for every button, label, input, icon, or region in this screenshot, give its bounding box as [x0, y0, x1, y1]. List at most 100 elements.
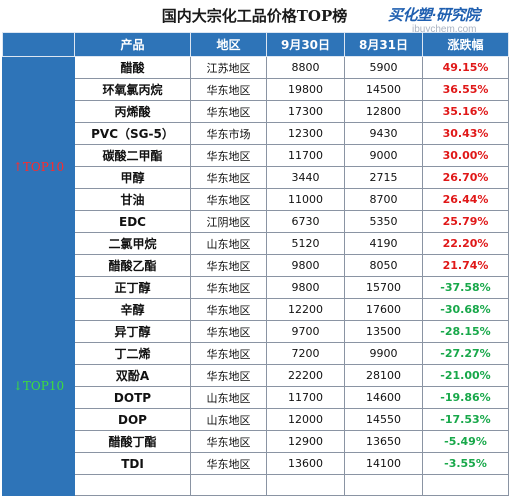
table-row [3, 474, 509, 496]
brand-logo: 买化塑·研究院 [388, 7, 480, 24]
sep30-price-cell: 12900 [266, 430, 345, 453]
region-cell: 华东地区 [190, 276, 267, 299]
change-cell: -21.00% [422, 364, 509, 387]
region-cell: 华东地区 [190, 144, 267, 167]
sep30-price-cell [266, 474, 345, 496]
product-cell: 醋酸乙酯 [74, 254, 191, 277]
header-aug31: 8月31日 [344, 32, 423, 57]
header-change: 涨跌幅 [422, 32, 509, 57]
table-row: 丁二烯 华东地区 7200 9900 -27.27% [3, 342, 509, 365]
change-cell: 30.43% [422, 122, 509, 145]
product-cell: DOTP [74, 386, 191, 409]
sep30-price-cell: 11700 [266, 144, 345, 167]
product-cell: 双酚A [74, 364, 191, 387]
product-cell: 环氧氯丙烷 [74, 78, 191, 101]
table-row: ↑TOP10 醋酸 江苏地区 8800 5900 49.15% [2, 56, 509, 277]
change-cell: -19.86% [422, 386, 509, 409]
region-cell: 华东地区 [190, 166, 267, 189]
region-cell: 华东地区 [190, 188, 267, 211]
change-cell: 36.55% [422, 78, 509, 101]
table-row: 甲醇 华东地区 3440 2715 26.70% [3, 166, 509, 189]
region-cell: 江阴地区 [190, 210, 267, 233]
region-cell: 华东地区 [190, 430, 267, 453]
header-product: 产品 [74, 32, 191, 57]
product-cell: 甲醇 [74, 166, 191, 189]
sep30-price-cell: 12200 [266, 298, 345, 321]
region-cell: 华东地区 [190, 78, 267, 101]
aug31-price-cell: 14600 [344, 386, 423, 409]
aug31-price-cell: 9000 [344, 144, 423, 167]
aug31-price-cell: 12800 [344, 100, 423, 123]
sep30-price-cell: 12300 [266, 122, 345, 145]
product-cell: 正丁醇 [74, 276, 191, 299]
table-row: 双酚A 华东地区 22200 28100 -21.00% [3, 364, 509, 387]
sep30-price-cell: 5120 [266, 232, 345, 255]
region-cell: 华东市场 [190, 122, 267, 145]
change-cell [422, 474, 509, 496]
region-cell: 华东地区 [190, 452, 267, 475]
change-cell: -5.49% [422, 430, 509, 453]
table-row: 辛醇 华东地区 12200 17600 -30.68% [3, 298, 509, 321]
region-cell: 华东地区 [190, 254, 267, 277]
change-cell: 21.74% [422, 254, 509, 277]
change-cell: -17.53% [422, 408, 509, 431]
table-row: EDC 江阴地区 6730 5350 25.79% [3, 210, 509, 233]
sep30-price-cell: 13600 [266, 452, 345, 475]
change-cell: 22.20% [422, 232, 509, 255]
group-label-down: ↓TOP10 [2, 276, 75, 496]
product-cell: 异丁醇 [74, 320, 191, 343]
table-row: 甘油 华东地区 11000 8700 26.44% [3, 188, 509, 211]
price-table: 产品 地区 9月30日 8月31日 涨跌幅 ↑TOP10 醋酸 江苏地区 8800 59… [2, 32, 509, 496]
aug31-price-cell: 8050 [344, 254, 423, 277]
product-cell: 甘油 [74, 188, 191, 211]
product-cell: PVC（SG-5） [74, 122, 191, 145]
aug31-price-cell: 17600 [344, 298, 423, 321]
table-row: 丙烯酸 华东地区 17300 12800 35.16% [3, 100, 509, 123]
change-cell: 26.44% [422, 188, 509, 211]
table-row: PVC（SG-5） 华东市场 12300 9430 30.43% [3, 122, 509, 145]
change-cell: -28.15% [422, 320, 509, 343]
table-body: ↑TOP10 醋酸 江苏地区 8800 5900 49.15% 环氧氯丙烷 华东地区 19800… [2, 56, 509, 496]
product-cell: 碳酸二甲酯 [74, 144, 191, 167]
table-row: 醋酸乙酯 华东地区 9800 8050 21.74% [3, 254, 509, 277]
header-sep30: 9月30日 [266, 32, 345, 57]
aug31-price-cell: 5900 [344, 56, 423, 79]
product-cell: 醋酸丁酯 [74, 430, 191, 453]
product-cell: 丙烯酸 [74, 100, 191, 123]
sep30-price-cell: 3440 [266, 166, 345, 189]
region-cell: 华东地区 [190, 100, 267, 123]
aug31-price-cell: 15700 [344, 276, 423, 299]
table-row: 环氧氯丙烷 华东地区 19800 14500 36.55% [3, 78, 509, 101]
sep30-price-cell: 9700 [266, 320, 345, 343]
table-row: 异丁醇 华东地区 9700 13500 -28.15% [3, 320, 509, 343]
aug31-price-cell: 14100 [344, 452, 423, 475]
aug31-price-cell: 13650 [344, 430, 423, 453]
aug31-price-cell: 2715 [344, 166, 423, 189]
table-row: 二氯甲烷 山东地区 5120 4190 22.20% [3, 232, 509, 255]
sep30-price-cell: 6730 [266, 210, 345, 233]
change-cell: -37.58% [422, 276, 509, 299]
region-cell: 华东地区 [190, 342, 267, 365]
header-region: 地区 [190, 32, 267, 57]
sep30-price-cell: 8800 [266, 56, 345, 79]
region-cell: 山东地区 [190, 408, 267, 431]
aug31-price-cell [344, 474, 423, 496]
sep30-price-cell: 22200 [266, 364, 345, 387]
aug31-price-cell: 9430 [344, 122, 423, 145]
sep30-price-cell: 19800 [266, 78, 345, 101]
chart-title: 国内大宗化工品价格TOP榜 [161, 7, 348, 25]
table-row: 碳酸二甲酯 华东地区 11700 9000 30.00% [3, 144, 509, 167]
aug31-price-cell: 5350 [344, 210, 423, 233]
sep30-price-cell: 11700 [266, 386, 345, 409]
region-cell: 山东地区 [190, 232, 267, 255]
table-row: 醋酸丁酯 华东地区 12900 13650 -5.49% [3, 430, 509, 453]
aug31-price-cell: 14500 [344, 78, 423, 101]
product-cell: 辛醇 [74, 298, 191, 321]
product-cell: 丁二烯 [74, 342, 191, 365]
sep30-price-cell: 9800 [266, 276, 345, 299]
region-cell: 华东地区 [190, 320, 267, 343]
table-row: DOTP 山东地区 11700 14600 -19.86% [3, 386, 509, 409]
sep30-price-cell: 12000 [266, 408, 345, 431]
change-cell: 25.79% [422, 210, 509, 233]
product-cell [74, 474, 191, 496]
